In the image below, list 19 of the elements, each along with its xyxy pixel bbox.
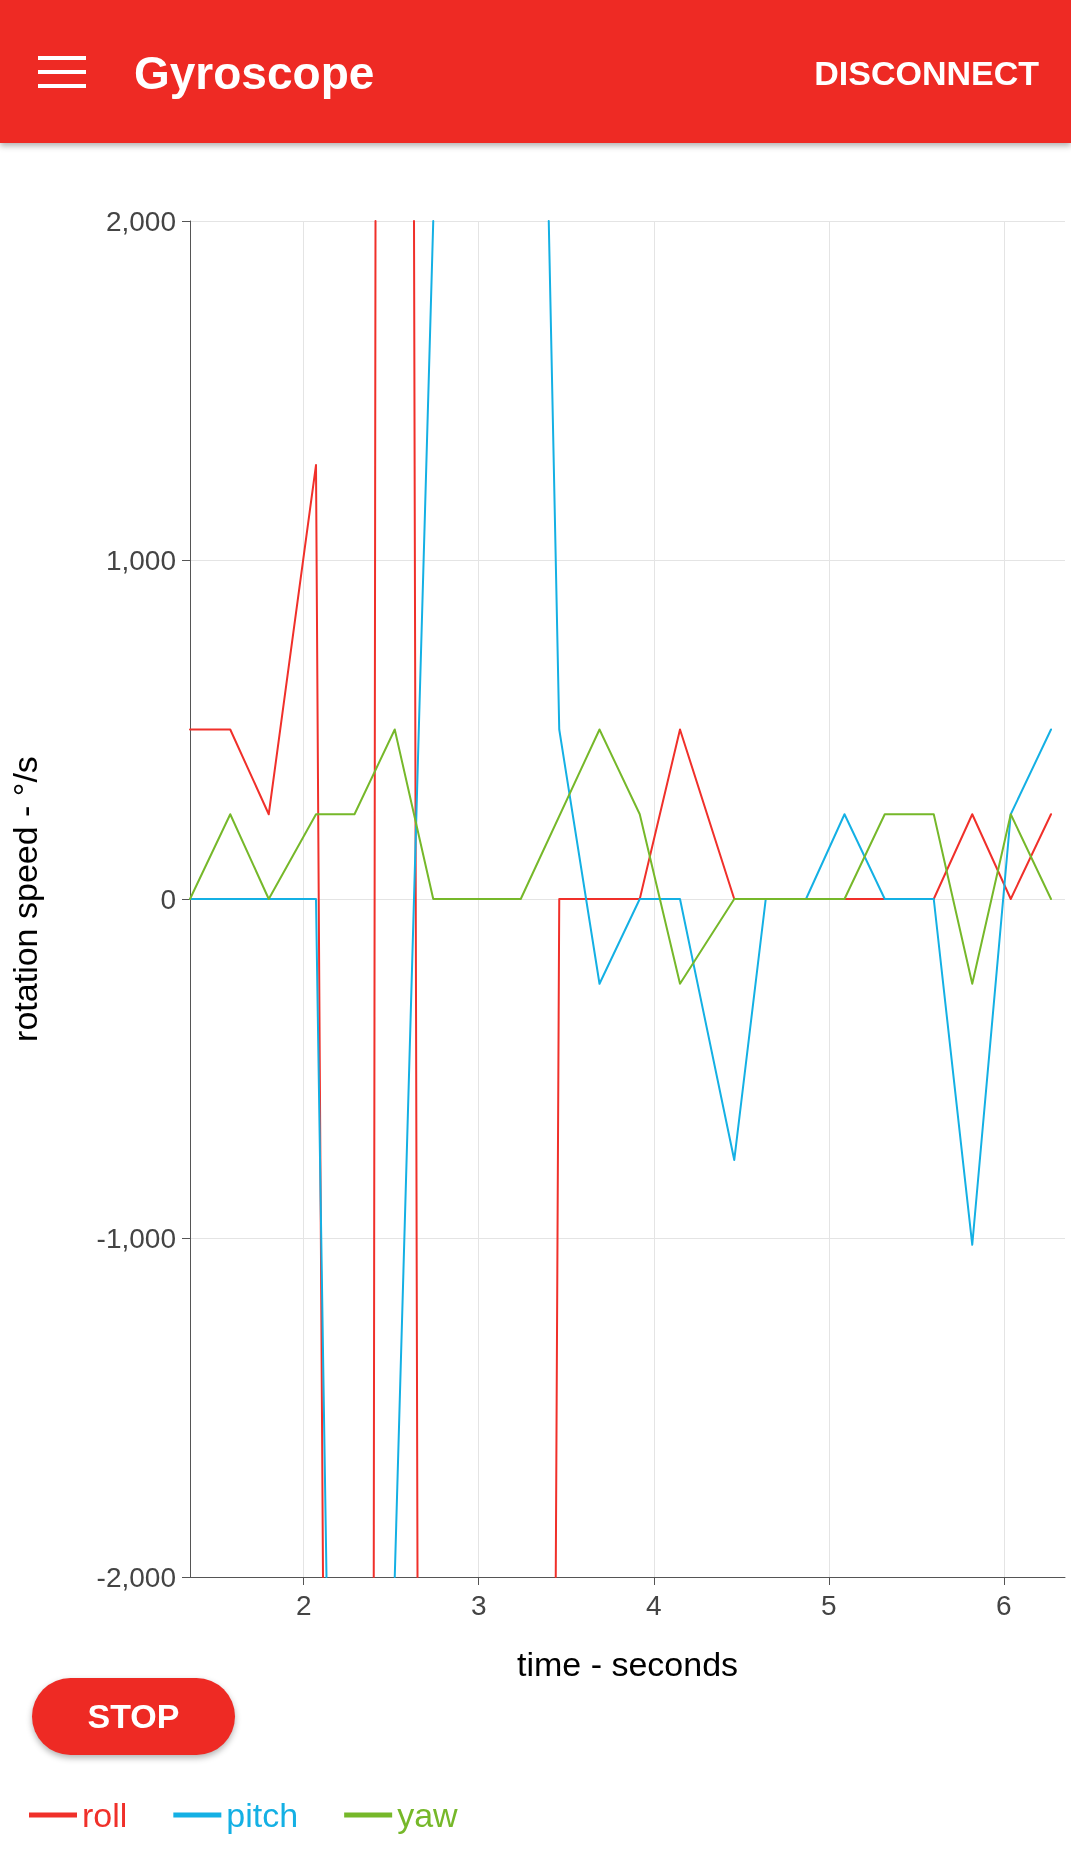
- y-tick-label: -2,000: [96, 1561, 176, 1593]
- x-tick-label: 6: [995, 1589, 1012, 1621]
- y-axis-title: rotation speed - °/s: [6, 756, 44, 1042]
- legend-label: roll: [82, 1796, 128, 1834]
- y-tick-label: -1,000: [96, 1222, 176, 1254]
- x-tick-label: 4: [645, 1589, 662, 1621]
- legend-label: yaw: [397, 1796, 459, 1834]
- x-axis-title: time - seconds: [516, 1645, 739, 1683]
- x-tick-label: 3: [470, 1589, 487, 1621]
- x-tick-label: 5: [820, 1589, 837, 1621]
- y-tick-label: 1,000: [105, 544, 176, 576]
- y-tick-label: 0: [160, 883, 176, 915]
- text: STOP: [32, 1678, 235, 1755]
- x-tick-label: 2: [295, 1589, 312, 1621]
- legend-label: pitch: [226, 1796, 299, 1834]
- chart-title: Gyroscope: [134, 46, 375, 100]
- line-series: [189, 728, 1052, 985]
- text: DISCONNECT: [814, 54, 1039, 93]
- y-tick-label: 2,000: [105, 205, 176, 237]
